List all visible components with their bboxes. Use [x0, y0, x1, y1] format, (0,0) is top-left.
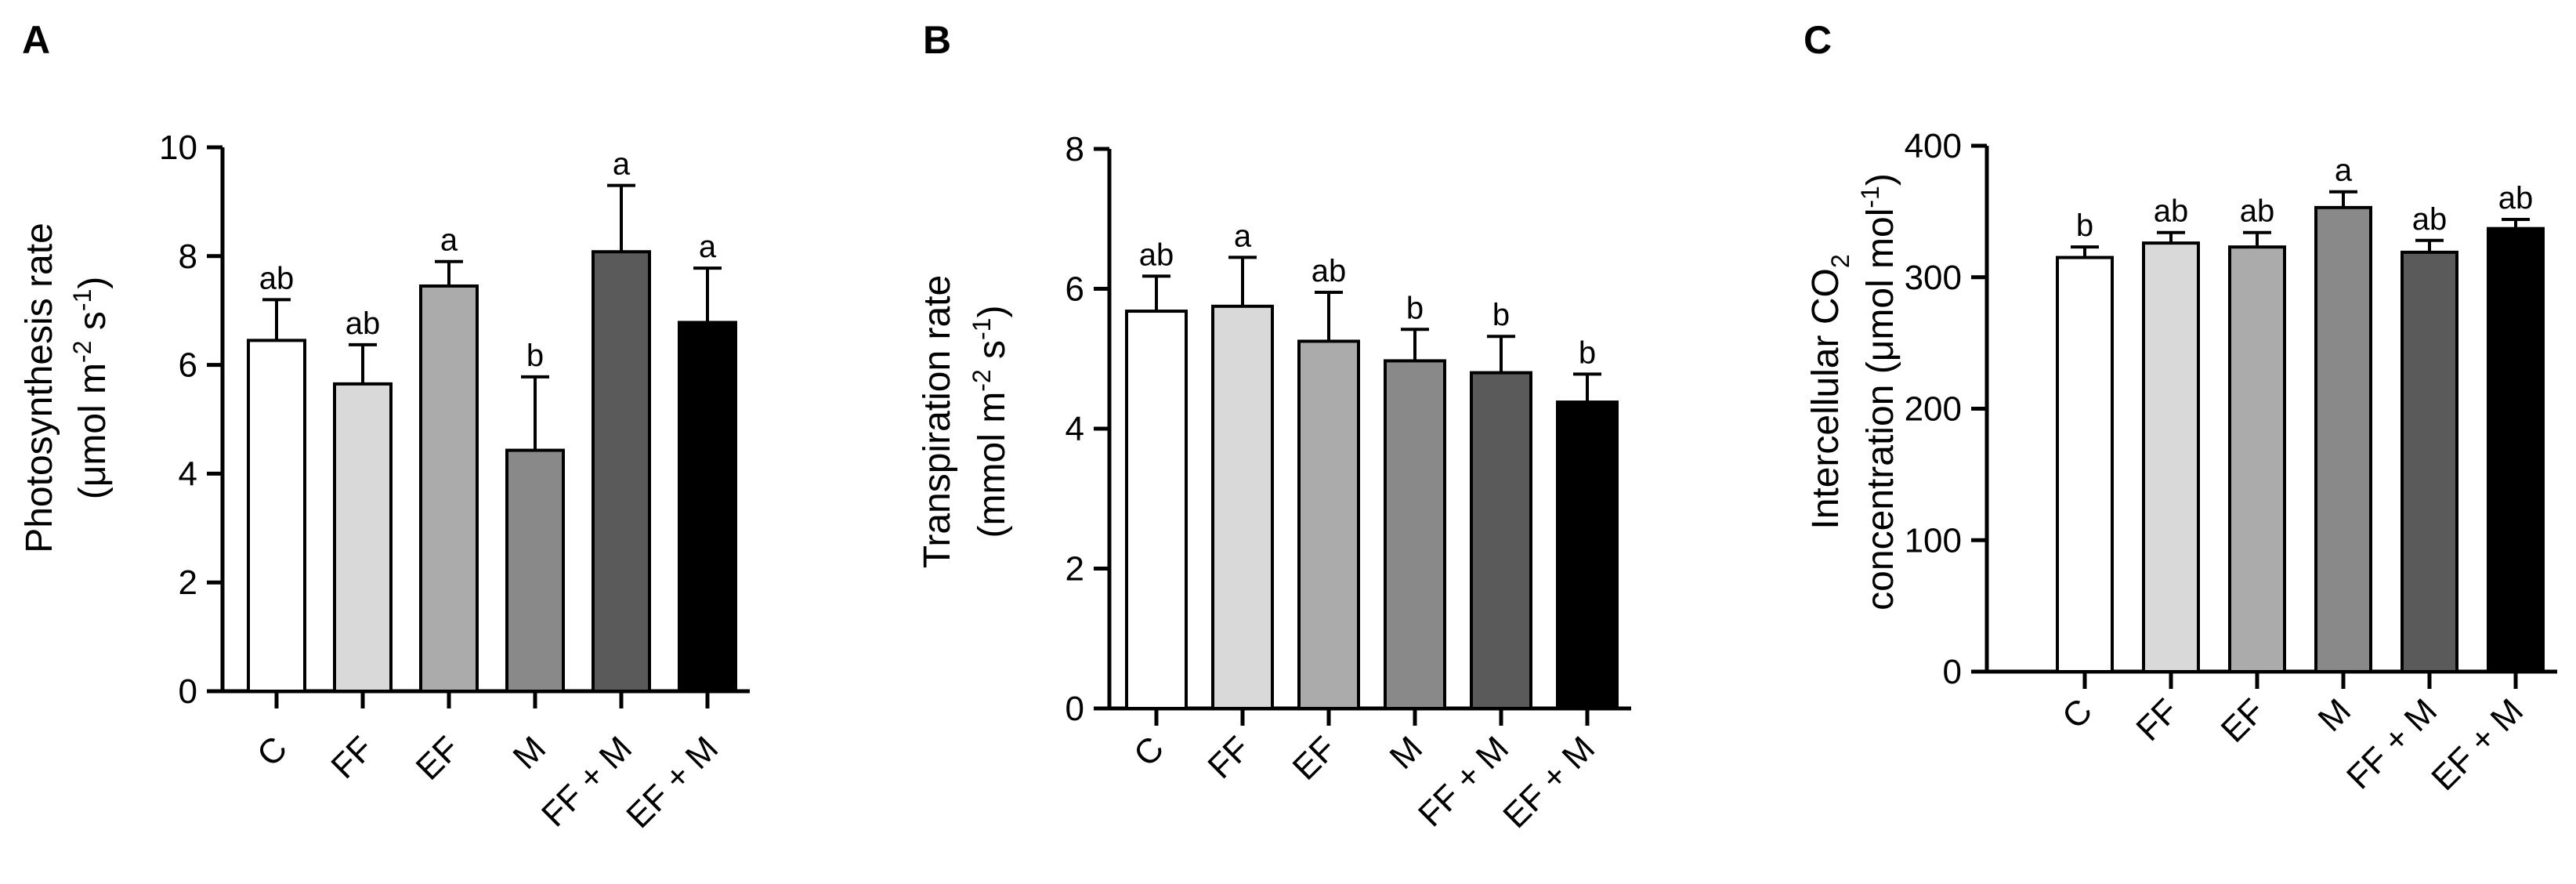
- bar: [1125, 310, 1188, 710]
- y-axis-title-b-line1: Transpiration rate: [917, 275, 958, 568]
- significance-label: b: [1579, 335, 1596, 370]
- bar: [333, 382, 393, 693]
- y-tick-label: 2: [179, 563, 197, 602]
- x-tick-label: EF + M: [1496, 729, 1602, 835]
- significance-label: ab: [1139, 237, 1174, 272]
- panel-letter-a: A: [22, 18, 50, 62]
- significance-label: ab: [259, 261, 295, 295]
- y-tick-label: 10: [159, 129, 197, 167]
- y-tick-label: 8: [179, 237, 197, 276]
- y-tick-label: 100: [1905, 521, 1962, 560]
- bar: [678, 321, 737, 693]
- plot-area-c: 0 100 200 300 400 b Cab FF ab EF a Mab FF + M ab EF + …: [1905, 127, 2557, 798]
- panel-a: A Photosynthesis rate (μmol m-2 s-1) 0 2 4…: [19, 18, 750, 835]
- bar: [2228, 245, 2286, 674]
- bar: [2056, 255, 2114, 673]
- y-tick-label: 0: [1943, 653, 1962, 691]
- y-axis-title-a-line1: Photosynthesis rate: [19, 223, 60, 553]
- bar: [505, 448, 565, 693]
- x-tick-label: FF: [324, 729, 381, 786]
- significance-label: a: [1234, 219, 1252, 253]
- x-tick-label: M: [2311, 691, 2359, 739]
- significance-label: b: [2076, 208, 2093, 243]
- significance-label: b: [1406, 291, 1424, 325]
- bar: [2401, 250, 2458, 673]
- y-axis-title-c-line1: Intercellular CO2: [1805, 254, 1854, 529]
- bar: [2314, 205, 2372, 673]
- y-tick-label: 6: [179, 346, 197, 385]
- x-tick-label: EF: [1286, 729, 1344, 787]
- x-tick-label: C: [1127, 729, 1171, 774]
- significance-label: ab: [2240, 194, 2275, 229]
- bar: [1556, 400, 1619, 711]
- bar: [1211, 304, 1274, 710]
- significance-label: ab: [2498, 181, 2534, 216]
- bar: [1384, 359, 1446, 710]
- plot-area-b: 0 2 4 6 8 ab Ca FF ab EF b Mb FF + M b EF + M: [1065, 130, 1631, 835]
- significance-label: a: [699, 230, 717, 264]
- significance-label: ab: [2154, 194, 2189, 229]
- significance-label: ab: [2412, 202, 2448, 237]
- x-tick-label: EF: [2214, 691, 2272, 749]
- bar: [247, 339, 306, 693]
- y-tick-label: 300: [1905, 259, 1962, 297]
- y-tick-label: 400: [1905, 127, 1962, 165]
- y-tick-label: 200: [1905, 390, 1962, 429]
- x-tick-label: EF: [409, 729, 467, 787]
- y-axis-title-c-line2: concentration (μmol mol-1): [1856, 173, 1901, 610]
- x-tick-label: EF + M: [2424, 691, 2531, 798]
- significance-label: a: [440, 223, 458, 258]
- significance-label: b: [526, 339, 544, 373]
- significance-label: ab: [1312, 254, 1347, 288]
- bar: [592, 250, 651, 693]
- x-tick-label: FF: [1200, 729, 1257, 786]
- x-tick-label: C: [2055, 691, 2100, 736]
- bar: [1470, 371, 1532, 710]
- panel-letter-c: C: [1804, 18, 1832, 62]
- significance-label: a: [613, 147, 631, 182]
- x-tick-label: FF: [2129, 691, 2186, 748]
- bar: [2142, 241, 2200, 673]
- significance-label: a: [2335, 154, 2353, 188]
- x-tick-label: FF + M: [2339, 691, 2444, 796]
- x-tick-label: FF + M: [534, 729, 639, 834]
- panel-b: B Transpiration rate (mmol m-2 s-1) 0 2 4 6…: [917, 18, 1631, 835]
- bar: [1297, 339, 1360, 710]
- y-axis-title-a-line2: (μmol m-2 s-1): [68, 277, 114, 500]
- panel-c: C Intercellular CO2 concentration (μmol …: [1804, 18, 2557, 798]
- bar: [2487, 226, 2545, 673]
- panel-letter-b: B: [923, 18, 951, 62]
- y-tick-label: 0: [179, 672, 197, 711]
- y-tick-label: 4: [1065, 410, 1084, 448]
- plot-area-a: 0 2 4 6 8 10 ab Cab FF a EF b Ma FF + M a EF + M: [159, 129, 750, 835]
- y-tick-label: 2: [1065, 550, 1084, 589]
- x-tick-label: FF + M: [1411, 729, 1516, 834]
- y-tick-label: 4: [179, 455, 197, 493]
- y-tick-label: 8: [1065, 130, 1084, 168]
- x-tick-label: C: [250, 729, 295, 774]
- x-tick-label: M: [1383, 729, 1431, 777]
- y-tick-label: 6: [1065, 270, 1084, 309]
- x-tick-label: EF + M: [619, 729, 725, 835]
- y-tick-label: 0: [1065, 690, 1084, 728]
- significance-label: ab: [346, 306, 381, 341]
- bar: [419, 284, 479, 694]
- significance-label: b: [1492, 298, 1510, 332]
- x-tick-label: M: [506, 729, 554, 777]
- y-axis-title-b-line2: (mmol m-2 s-1): [968, 306, 1013, 538]
